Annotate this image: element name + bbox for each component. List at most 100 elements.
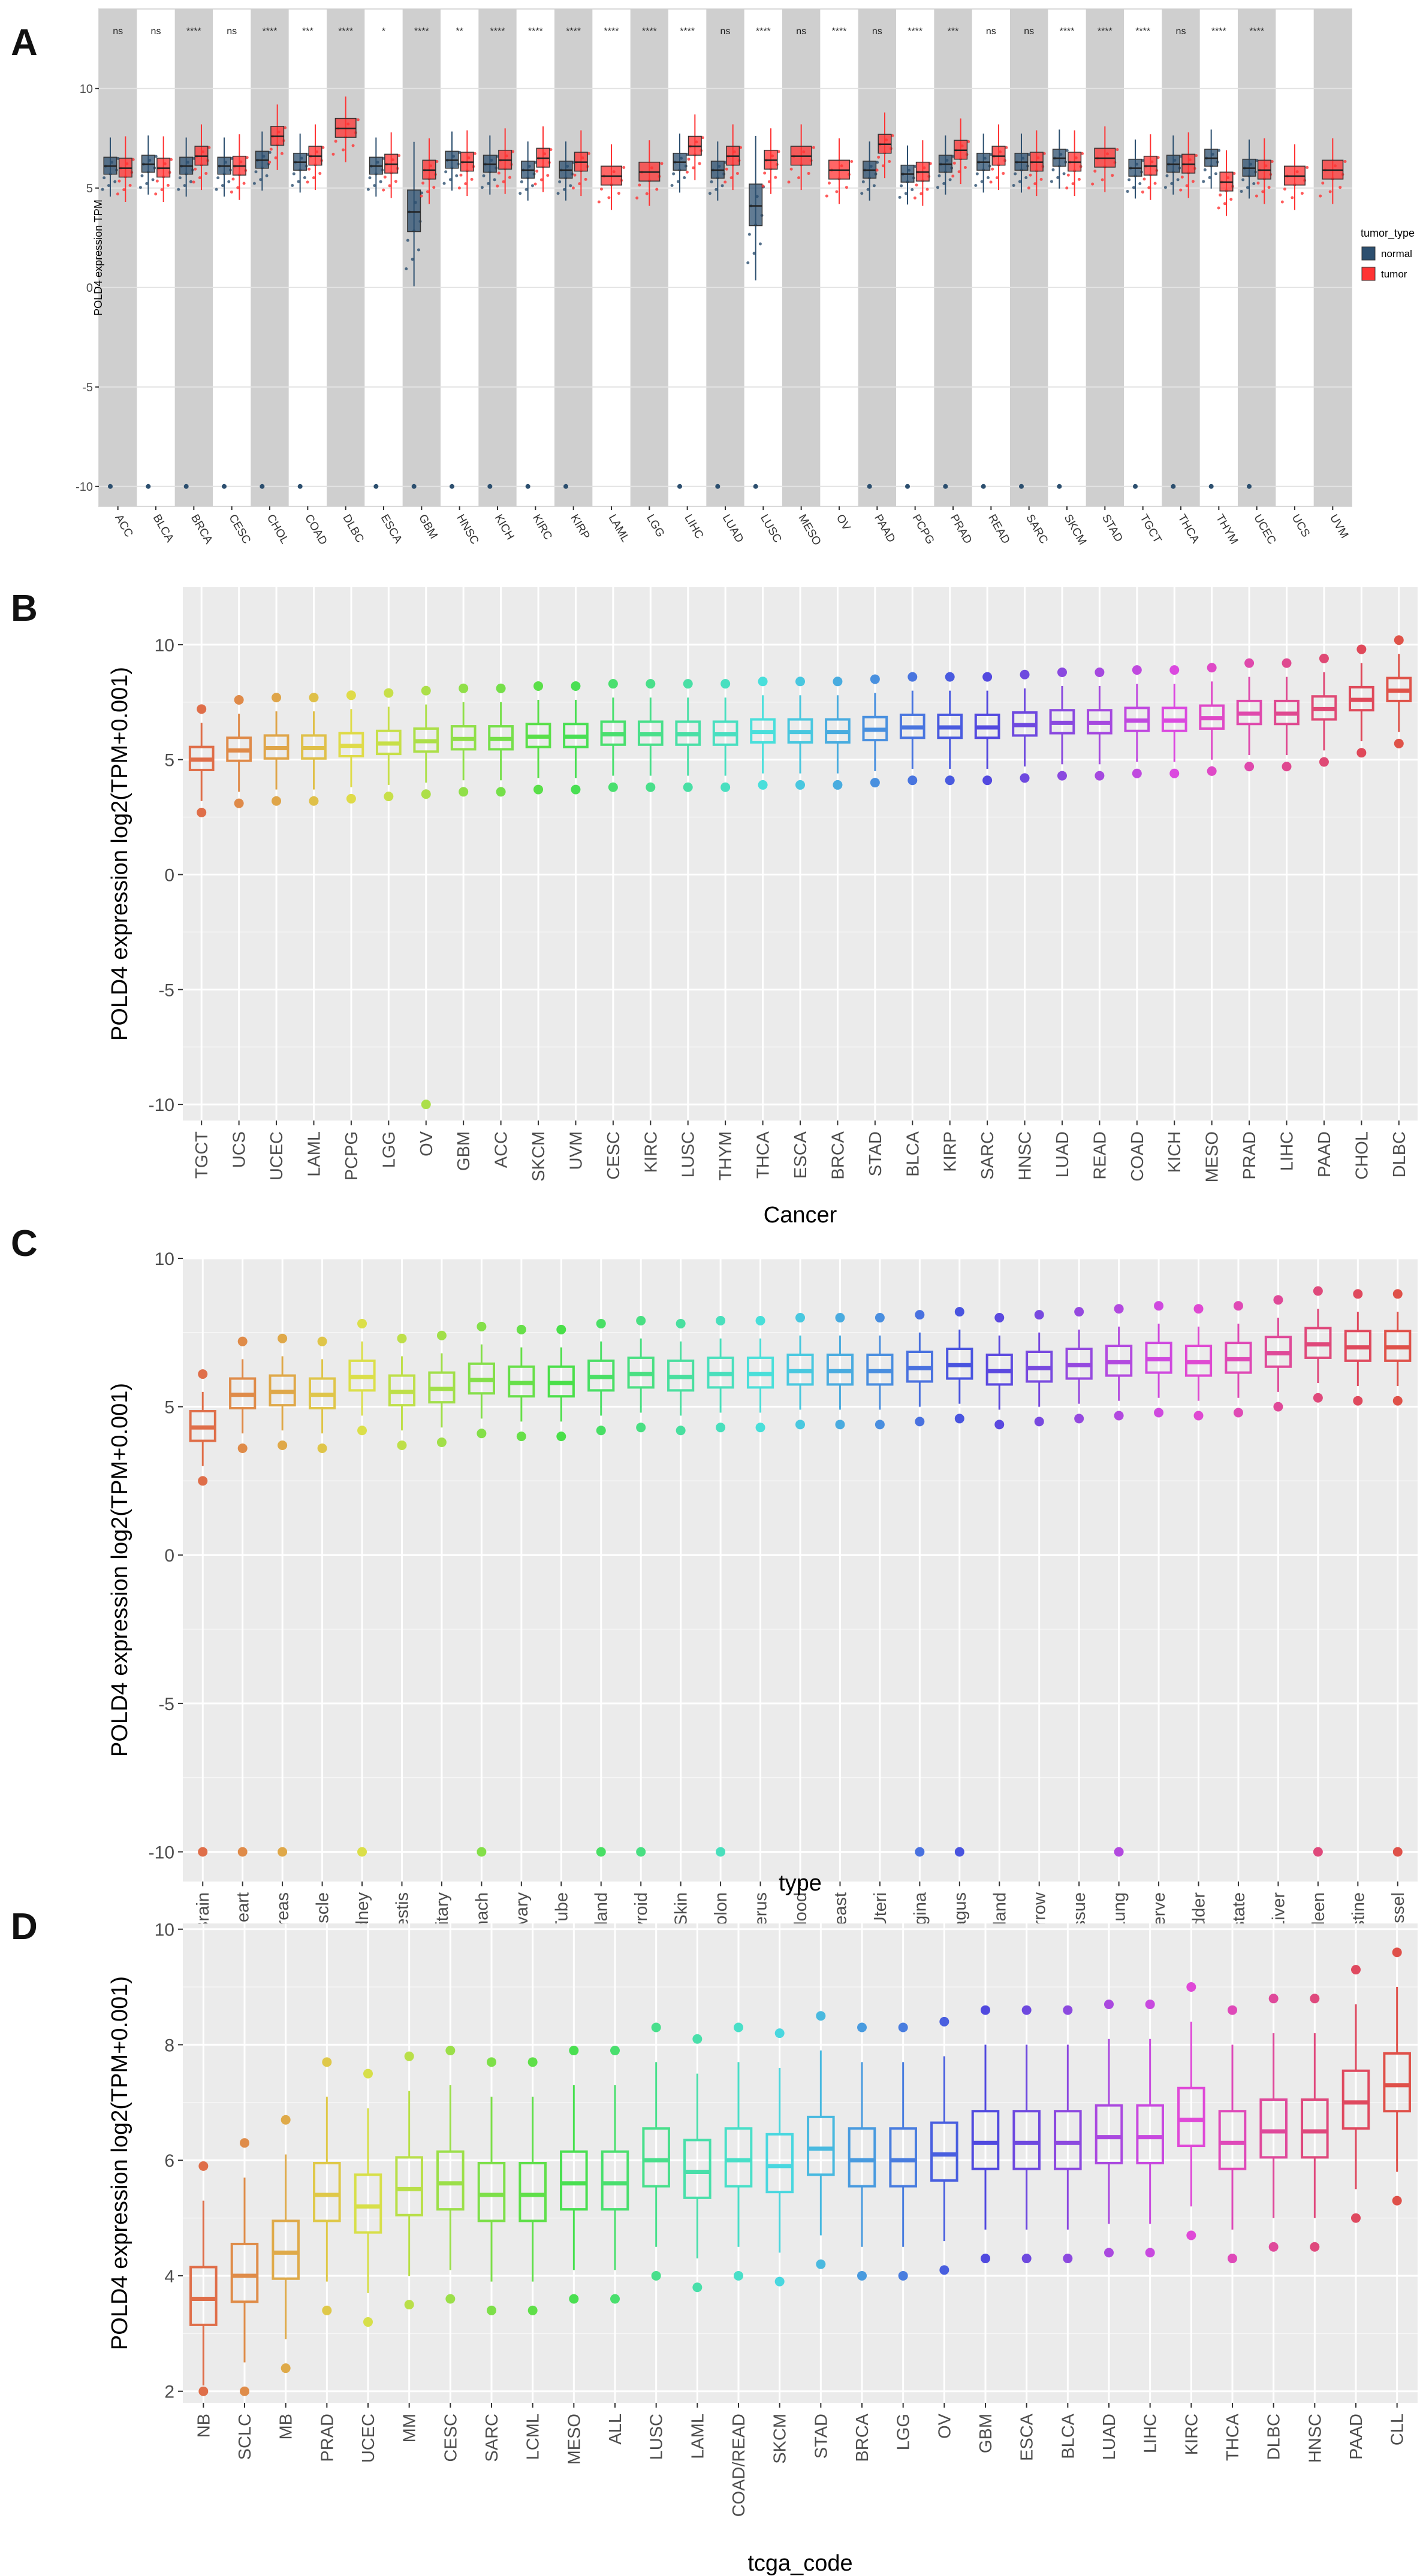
x-tick-label: UCS — [230, 1131, 249, 1168]
outlier-point — [716, 1316, 726, 1325]
jitter-point — [1101, 178, 1104, 182]
box-pituitary — [428, 1330, 456, 1448]
outlier-point — [198, 2161, 209, 2171]
jitter-point — [936, 186, 939, 189]
outlier-point — [459, 683, 469, 693]
outlier-point — [1114, 1304, 1124, 1314]
x-tick-label: OV — [935, 2413, 954, 2439]
box-ucs — [226, 694, 252, 808]
jitter-point — [569, 184, 572, 188]
x-tick-label: NB — [194, 2414, 213, 2438]
jitter-point — [919, 192, 923, 195]
jitter-point — [321, 146, 325, 149]
outlier-point — [404, 2051, 414, 2061]
x-tick-label: LUAD — [1100, 2414, 1119, 2460]
jitter-point — [622, 165, 626, 169]
pair-chol — [252, 104, 287, 489]
y-axis-title: POLD4 expression log2(TPM+0.001) — [107, 1383, 132, 1757]
jitter-point — [1319, 194, 1322, 198]
jitter-point — [701, 136, 704, 140]
pair-dlbc — [331, 96, 360, 162]
x-tick-label: BLCA — [903, 1131, 922, 1176]
box-luad — [1049, 667, 1075, 781]
jitter-point — [524, 188, 528, 191]
outlier-point — [833, 780, 843, 790]
jitter-point — [1153, 182, 1157, 185]
jitter-point — [891, 134, 894, 137]
box-blood — [786, 1313, 814, 1430]
box-meso — [1199, 663, 1225, 776]
jitter-point — [1091, 182, 1095, 186]
jitter-point — [406, 238, 409, 242]
box-meso — [560, 2046, 588, 2304]
significance-label: **** — [1211, 26, 1226, 37]
jitter-point — [493, 178, 496, 182]
outlier-point — [676, 1426, 686, 1436]
pair-stad — [1091, 126, 1119, 192]
jitter-point — [116, 192, 119, 196]
box-esca — [787, 677, 813, 790]
outlier-point — [1244, 658, 1255, 668]
significance-label: **** — [186, 26, 201, 37]
jitter-point — [502, 180, 505, 183]
box-coad — [1124, 665, 1150, 778]
x-tick-label: GBM — [976, 2414, 996, 2453]
jitter-point — [102, 176, 106, 180]
box-pancreas — [269, 1333, 296, 1857]
outlier-point — [571, 784, 581, 795]
jitter-point — [676, 180, 680, 183]
category-shading — [1086, 9, 1124, 506]
y-tick-label: 0 — [164, 866, 174, 886]
jitter-point — [1027, 186, 1030, 190]
box-iqr — [230, 2242, 259, 2303]
outlier-point — [1208, 484, 1214, 489]
outlier-point — [651, 2270, 661, 2281]
jitter-point — [995, 176, 999, 180]
jitter-point — [331, 152, 335, 156]
x-tick-label: ESCA — [378, 512, 405, 546]
outlier-point — [477, 1429, 487, 1439]
x-tick-label: KICH — [1165, 1131, 1184, 1173]
jitter-point — [178, 176, 182, 180]
box-cesc — [600, 679, 626, 792]
significance-label: *** — [948, 26, 959, 37]
outlier-point — [1244, 762, 1255, 772]
x-tick-label: PAAD — [872, 512, 897, 545]
box-iqr — [930, 2121, 958, 2182]
box-iqr — [765, 2133, 794, 2194]
outlier-point — [833, 677, 843, 687]
box-prostate — [1225, 1301, 1252, 1418]
pair-kirp — [556, 130, 590, 489]
jitter-point — [457, 186, 461, 190]
jitter-point — [170, 158, 173, 161]
jitter-point — [1246, 186, 1249, 189]
box-read — [1087, 667, 1113, 781]
outlier-point — [1169, 768, 1180, 778]
significance-label: *** — [302, 26, 313, 37]
category-shading — [706, 9, 744, 506]
outlier-point — [755, 1316, 765, 1325]
jitter-point — [280, 152, 284, 155]
significance-label: **** — [414, 26, 429, 37]
box-heart — [229, 1336, 257, 1857]
outlier-point — [915, 1310, 925, 1320]
outlier-point — [636, 1316, 646, 1325]
x-tick-label: OV — [834, 512, 853, 533]
jitter-point — [368, 176, 372, 180]
box-small-intestine — [1344, 1289, 1371, 1406]
y-tick-label: 10 — [155, 1249, 174, 1269]
jitter-point — [101, 188, 104, 191]
outlier-point — [1095, 771, 1105, 781]
jitter-point — [166, 183, 170, 187]
box-sarc — [477, 2057, 506, 2315]
jitter-point — [812, 146, 815, 149]
box-lcml — [518, 2057, 547, 2315]
jitter-point — [1002, 171, 1005, 175]
x-tick-label: LAML — [305, 1131, 324, 1177]
jitter-point — [1066, 173, 1070, 177]
chart-c: -10-50510BrainHeartPancreasMuscleKidneyT… — [107, 1249, 1418, 2010]
box-iqr — [436, 2150, 465, 2211]
y-tick-label: 5 — [86, 182, 93, 195]
box-brca — [825, 677, 851, 790]
jitter-point — [511, 150, 515, 153]
